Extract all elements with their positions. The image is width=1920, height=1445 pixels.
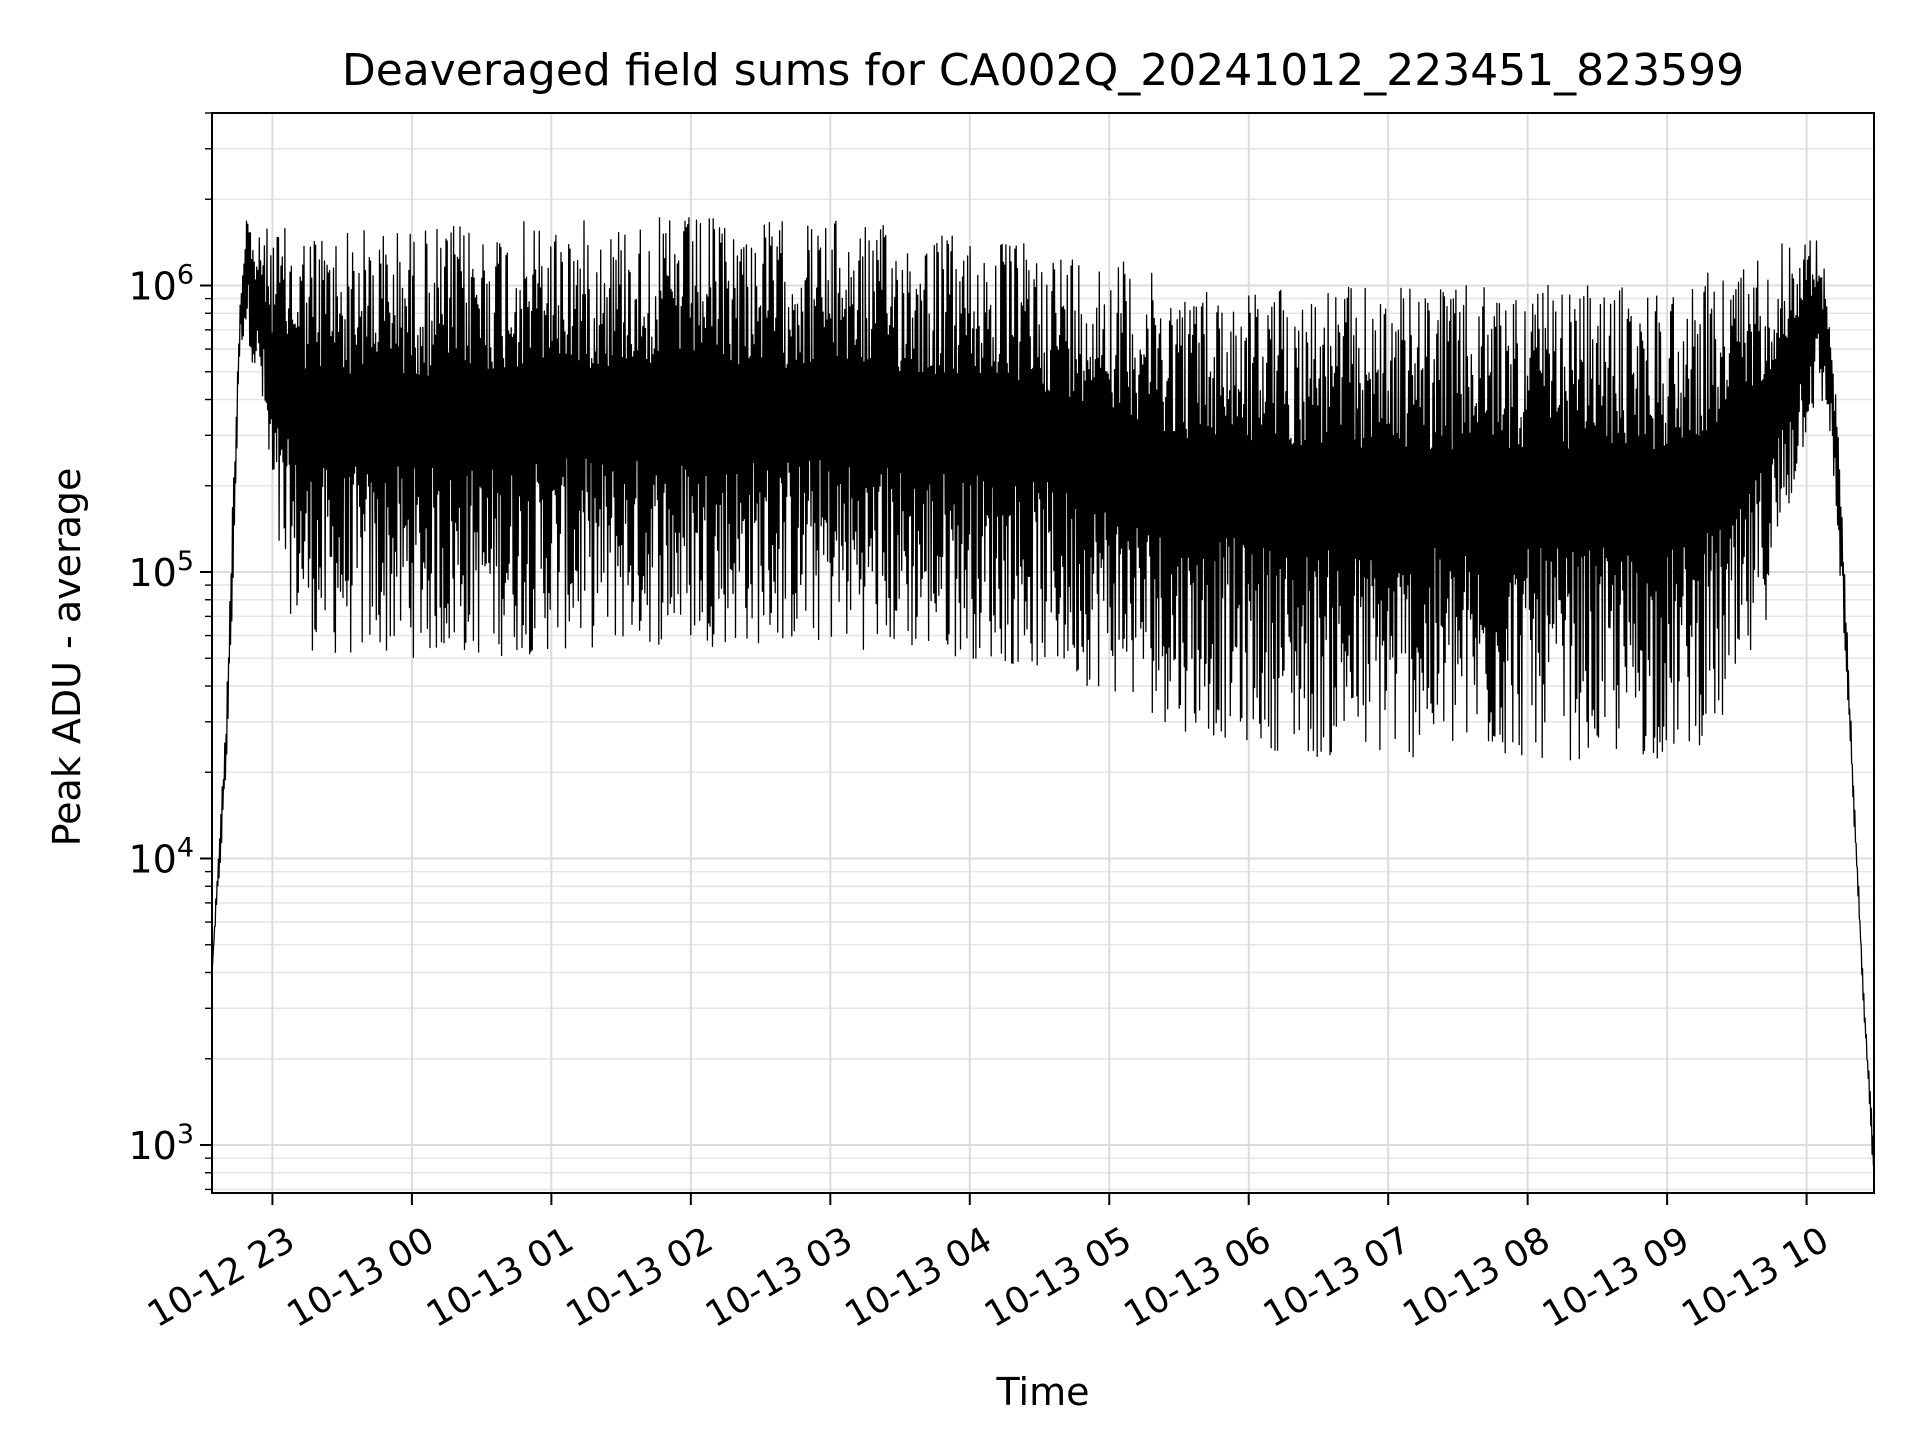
y-axis-label: Peak ADU - average — [45, 468, 89, 847]
y-tick-label: 106 — [128, 259, 194, 308]
plot-frame — [211, 112, 1875, 1194]
y-tick-label: 103 — [128, 1119, 194, 1168]
data-layer — [211, 217, 1875, 1166]
y-tick-label: 105 — [128, 546, 194, 595]
chart-title: Deaveraged field sums for CA002Q_2024101… — [342, 45, 1744, 96]
series-line — [211, 217, 1875, 1166]
x-axis-label: Time — [996, 1370, 1090, 1414]
y-tick-label: 104 — [128, 833, 194, 882]
